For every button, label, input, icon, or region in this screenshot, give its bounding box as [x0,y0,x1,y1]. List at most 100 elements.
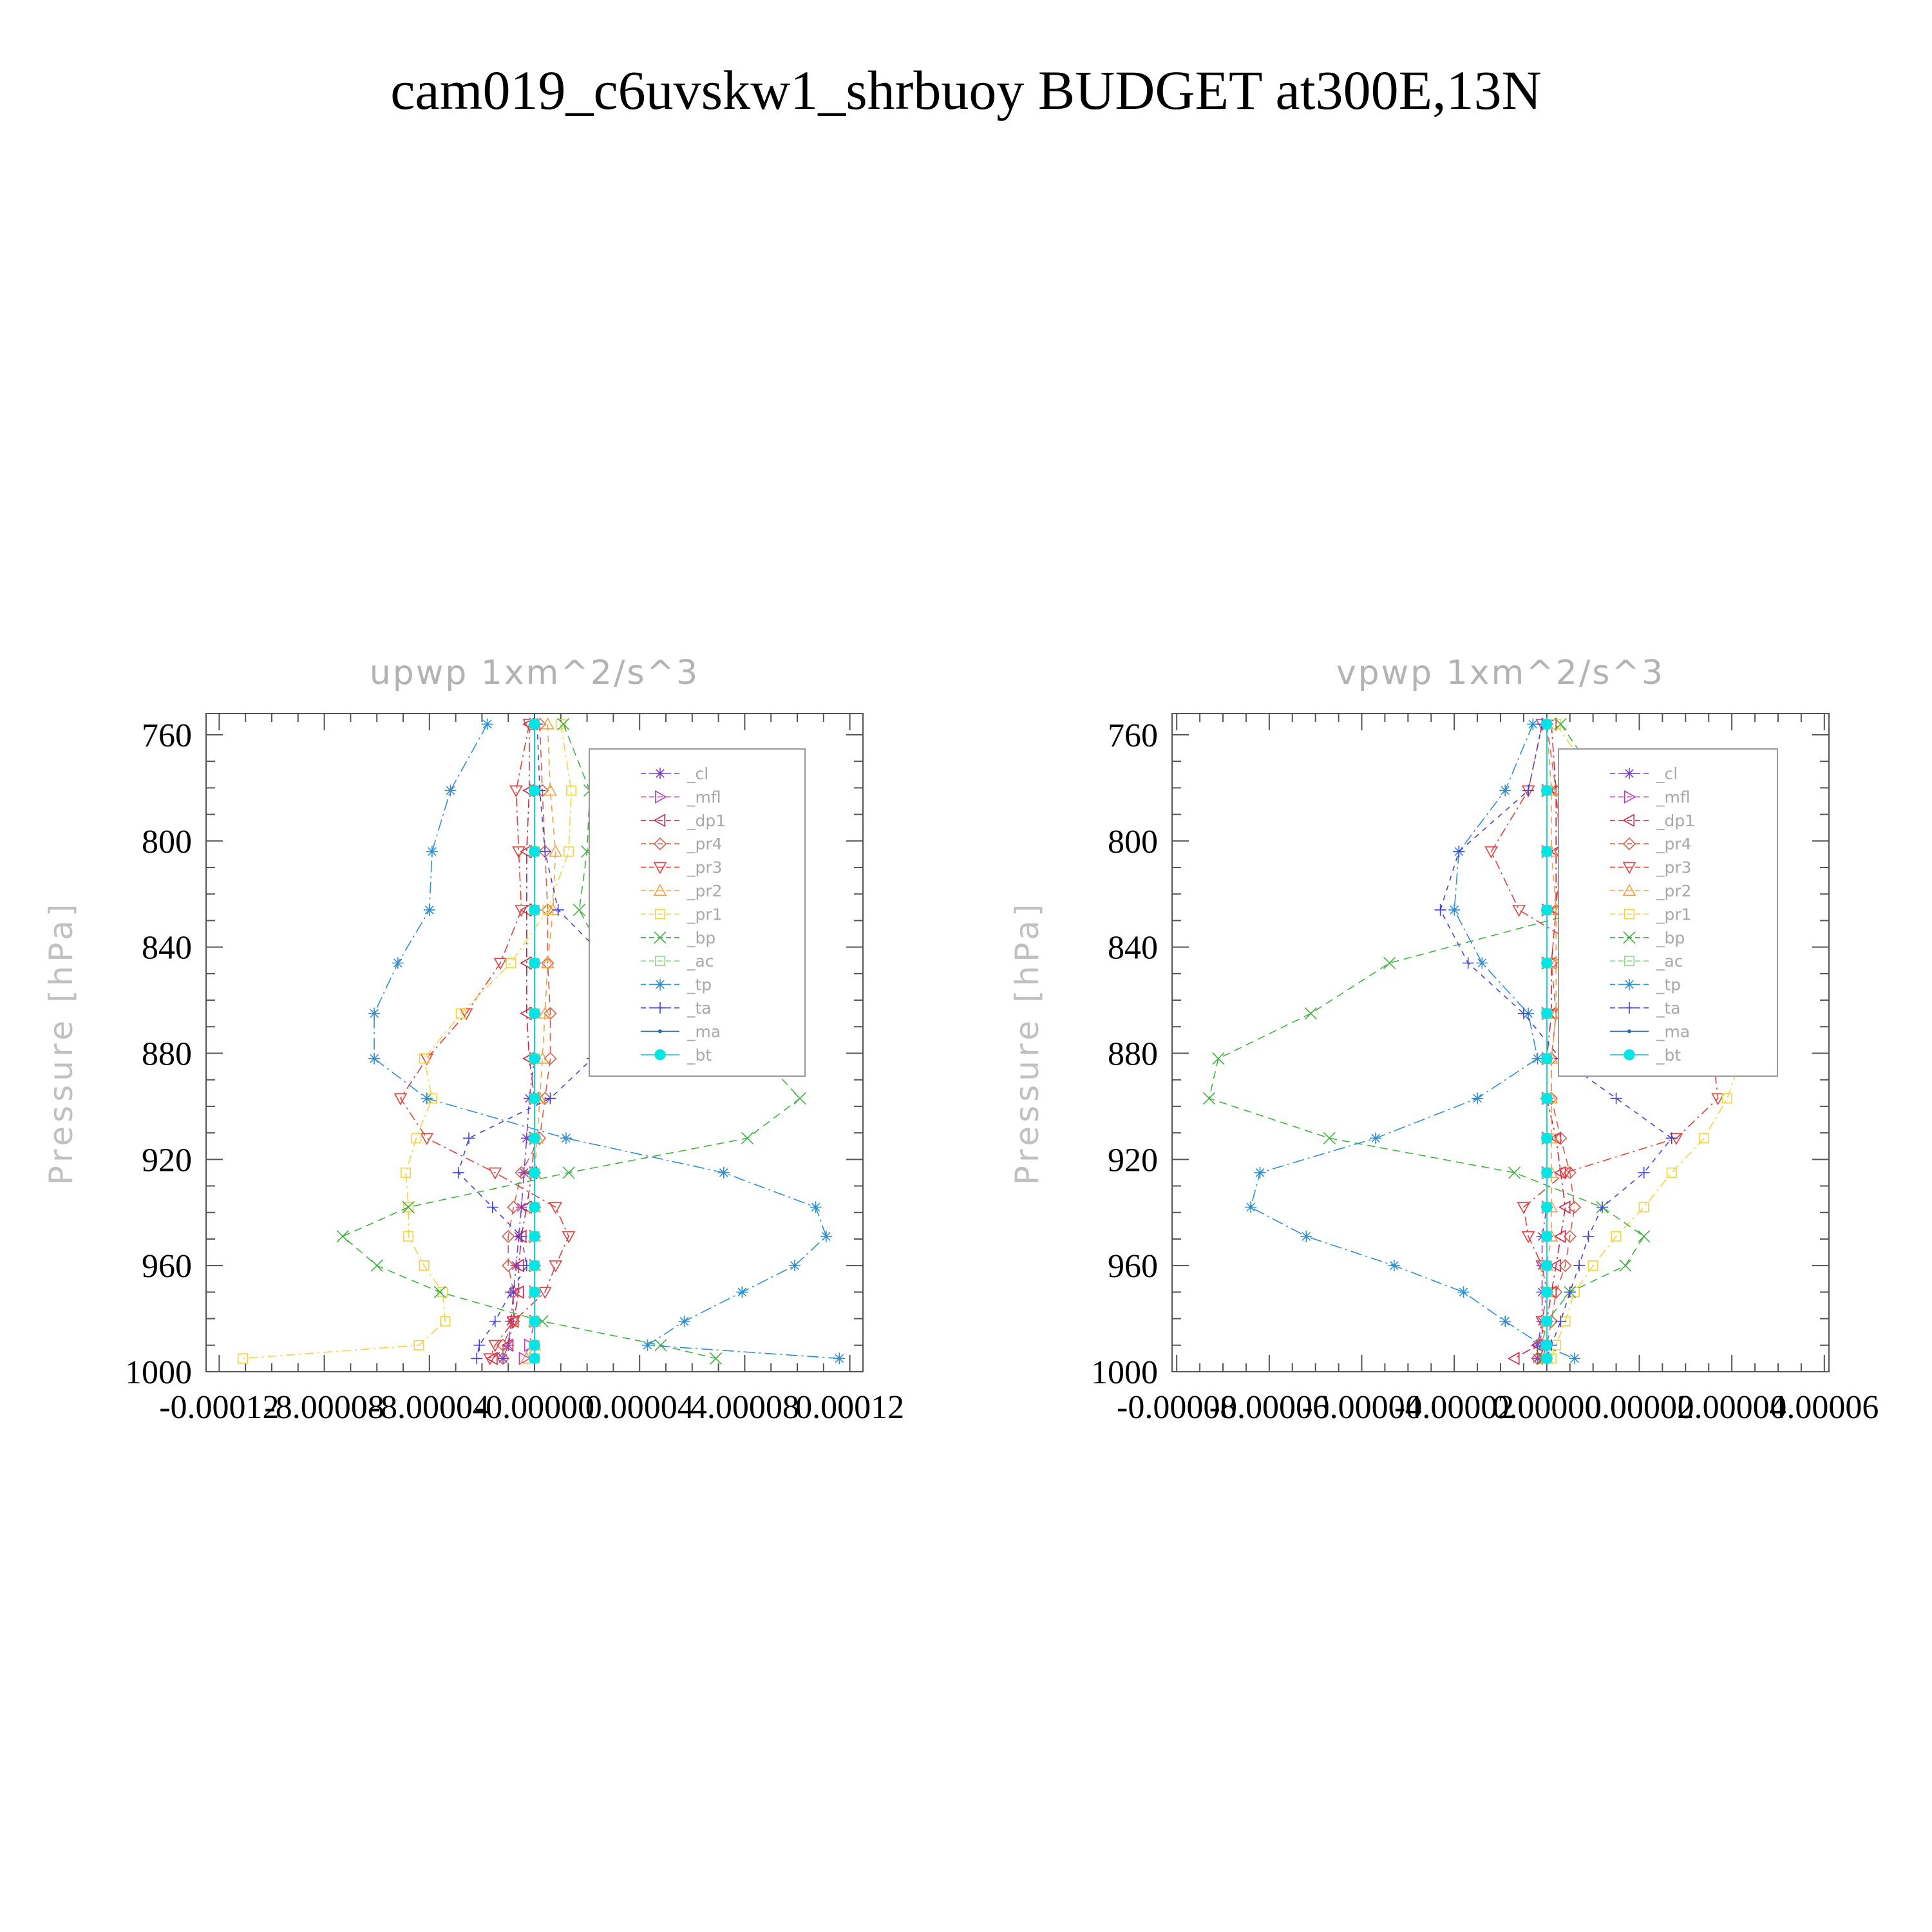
vpwp-point-tp [1527,718,1539,730]
vpwp-y-tick-label: 1000 [1091,1354,1158,1391]
vpwp-point-bp [1323,1132,1336,1144]
upwp-point-bt [529,1053,540,1065]
vpwp-x-tick-label: -0.00002 [1394,1389,1514,1426]
vpwp-panel-title: vpwp 1xm^2/s^3 [1336,654,1665,692]
upwp-legend-marker-ac [654,956,665,967]
vpwp-legend-label-pr3: _pr3 [1656,858,1692,877]
vpwp-point-bt [1541,1286,1553,1298]
upwp-legend-label-bp: _bp [687,929,715,947]
upwp-legend-label-dp1: _dp1 [687,811,726,830]
upwp-point-bp [793,1092,806,1105]
upwp-point-pr1 [506,958,516,969]
upwp-point-tp [641,1339,654,1351]
upwp-y-tick-label: 800 [142,824,192,860]
vpwp-point-tp [1388,1260,1400,1272]
upwp-point-pr4 [538,1092,552,1105]
vpwp-point-bt [1541,1231,1553,1242]
vpwp-legend-label-dp1: _dp1 [1656,811,1695,830]
upwp-point-bt [529,1352,540,1364]
upwp-point-pr1 [455,1008,466,1019]
upwp-x-tick-label: -0.00012 [159,1389,279,1426]
upwp-line-pr1 [243,724,572,1359]
upwp-point-pr1 [403,1202,414,1213]
upwp-legend-marker-pr1 [654,909,665,920]
vpwp-point-pr3 [1512,904,1526,917]
upwp-point-bt [529,1260,540,1271]
upwp-legend-marker-ta [654,1002,666,1014]
upwp-point-ta [452,1166,464,1179]
vpwp-legend-label-pr1: _pr1 [1656,905,1692,923]
vpwp-point-pr1 [1721,1093,1732,1104]
vpwp-legend-marker-pr4 [1622,837,1636,851]
upwp-point-pr3 [493,958,507,971]
vpwp-legend-marker-mfl [1624,790,1636,804]
upwp-point-bt [529,1167,540,1179]
vpwp-point-bt [1541,904,1553,916]
upwp-series-bt [529,718,540,1364]
upwp-point-tp [833,1352,846,1365]
upwp-point-bp [654,1339,667,1352]
upwp-x-tick-label: -0.00000 [475,1389,594,1426]
upwp-point-tp [820,1230,832,1242]
upwp-point-ta [539,846,551,858]
upwp-legend-label-bt: _bt [687,1046,712,1065]
vpwp-point-pr3 [1521,1231,1535,1244]
vpwp-x-tick-label: 0.00004 [1678,1389,1786,1426]
upwp-x-tick-label: -8.00004 [370,1389,489,1426]
upwp-point-ta [486,1201,498,1213]
upwp-point-pr2 [541,956,554,969]
upwp-legend-label-ma: _ma [687,1022,721,1041]
upwp-point-bp [741,1132,754,1144]
vpwp-legend-marker-ac [1624,956,1634,967]
upwp-point-tp [426,846,438,858]
upwp-point-pr3 [538,1287,552,1300]
upwp-point-pr3 [562,1231,576,1244]
vpwp-legend-marker-ma [1627,1029,1631,1034]
upwp-point-dp1 [511,1285,524,1299]
upwp-y-axis-label: Pressure [hPa] [43,900,80,1186]
upwp-legend-label-ta: _ta [687,999,712,1018]
upwp-point-pr1 [437,1287,448,1298]
upwp-point-pr3 [420,1133,434,1145]
vpwp-y-tick-label: 800 [1108,824,1158,860]
vpwp-y-tick-label: 840 [1108,930,1158,967]
upwp-point-ta [544,1092,556,1104]
vpwp-point-pr4 [1531,1352,1544,1365]
vpwp-point-pr1 [1611,1231,1622,1242]
upwp-point-bt [529,1092,540,1104]
upwp-series-pr3 [393,719,576,1366]
upwp-legend-label-pr2: _pr2 [687,882,723,900]
vpwp-point-dp1 [1553,1229,1566,1244]
upwp-point-pr4 [496,1352,510,1365]
vpwp-point-ta [1453,846,1465,858]
vpwp-y-tick-label: 920 [1108,1142,1158,1179]
vpwp-point-bp [1619,1259,1632,1272]
vpwp-legend-marker-ta [1624,1002,1635,1014]
vpwp-point-ta [1610,1092,1622,1104]
upwp-series-pr1 [238,719,577,1364]
upwp-point-pr2 [544,783,557,796]
upwp-point-pr1 [238,1353,249,1364]
vpwp-point-tp [1531,1052,1544,1065]
vpwp-x-tick-label: 0.00000 [1492,1389,1601,1426]
upwp-point-pr3 [488,1340,502,1352]
upwp-point-bt [529,1286,540,1298]
upwp-legend-marker-cl [654,768,666,779]
upwp-point-bp [562,1166,575,1179]
upwp-point-cl [520,1132,533,1144]
upwp-y-tick-label: 920 [142,1142,192,1179]
vpwp-x-tick-label: -0.00008 [1117,1389,1236,1426]
upwp-point-cl [497,1352,509,1365]
upwp-point-bp [573,904,585,916]
vpwp-point-tp [1245,1201,1257,1213]
upwp-point-ta [471,1352,483,1365]
vpwp-point-dp1 [1549,1258,1562,1273]
vpwp-y-tick-label: 760 [1108,717,1158,754]
vpwp-legend: _cl _mfl _dp1 _pr4 _pr3 _pr2 _pr1 _bp _ac _tp _ta _… [1558,748,1778,1077]
upwp-point-pr1 [555,719,566,730]
vpwp-legend-label-tp: _tp [1656,976,1681,994]
upwp-point-pr1 [413,1340,424,1350]
upwp-point-bp [536,1315,549,1328]
vpwp-point-bp [1212,1052,1225,1065]
upwp-point-pr1 [419,1260,430,1271]
